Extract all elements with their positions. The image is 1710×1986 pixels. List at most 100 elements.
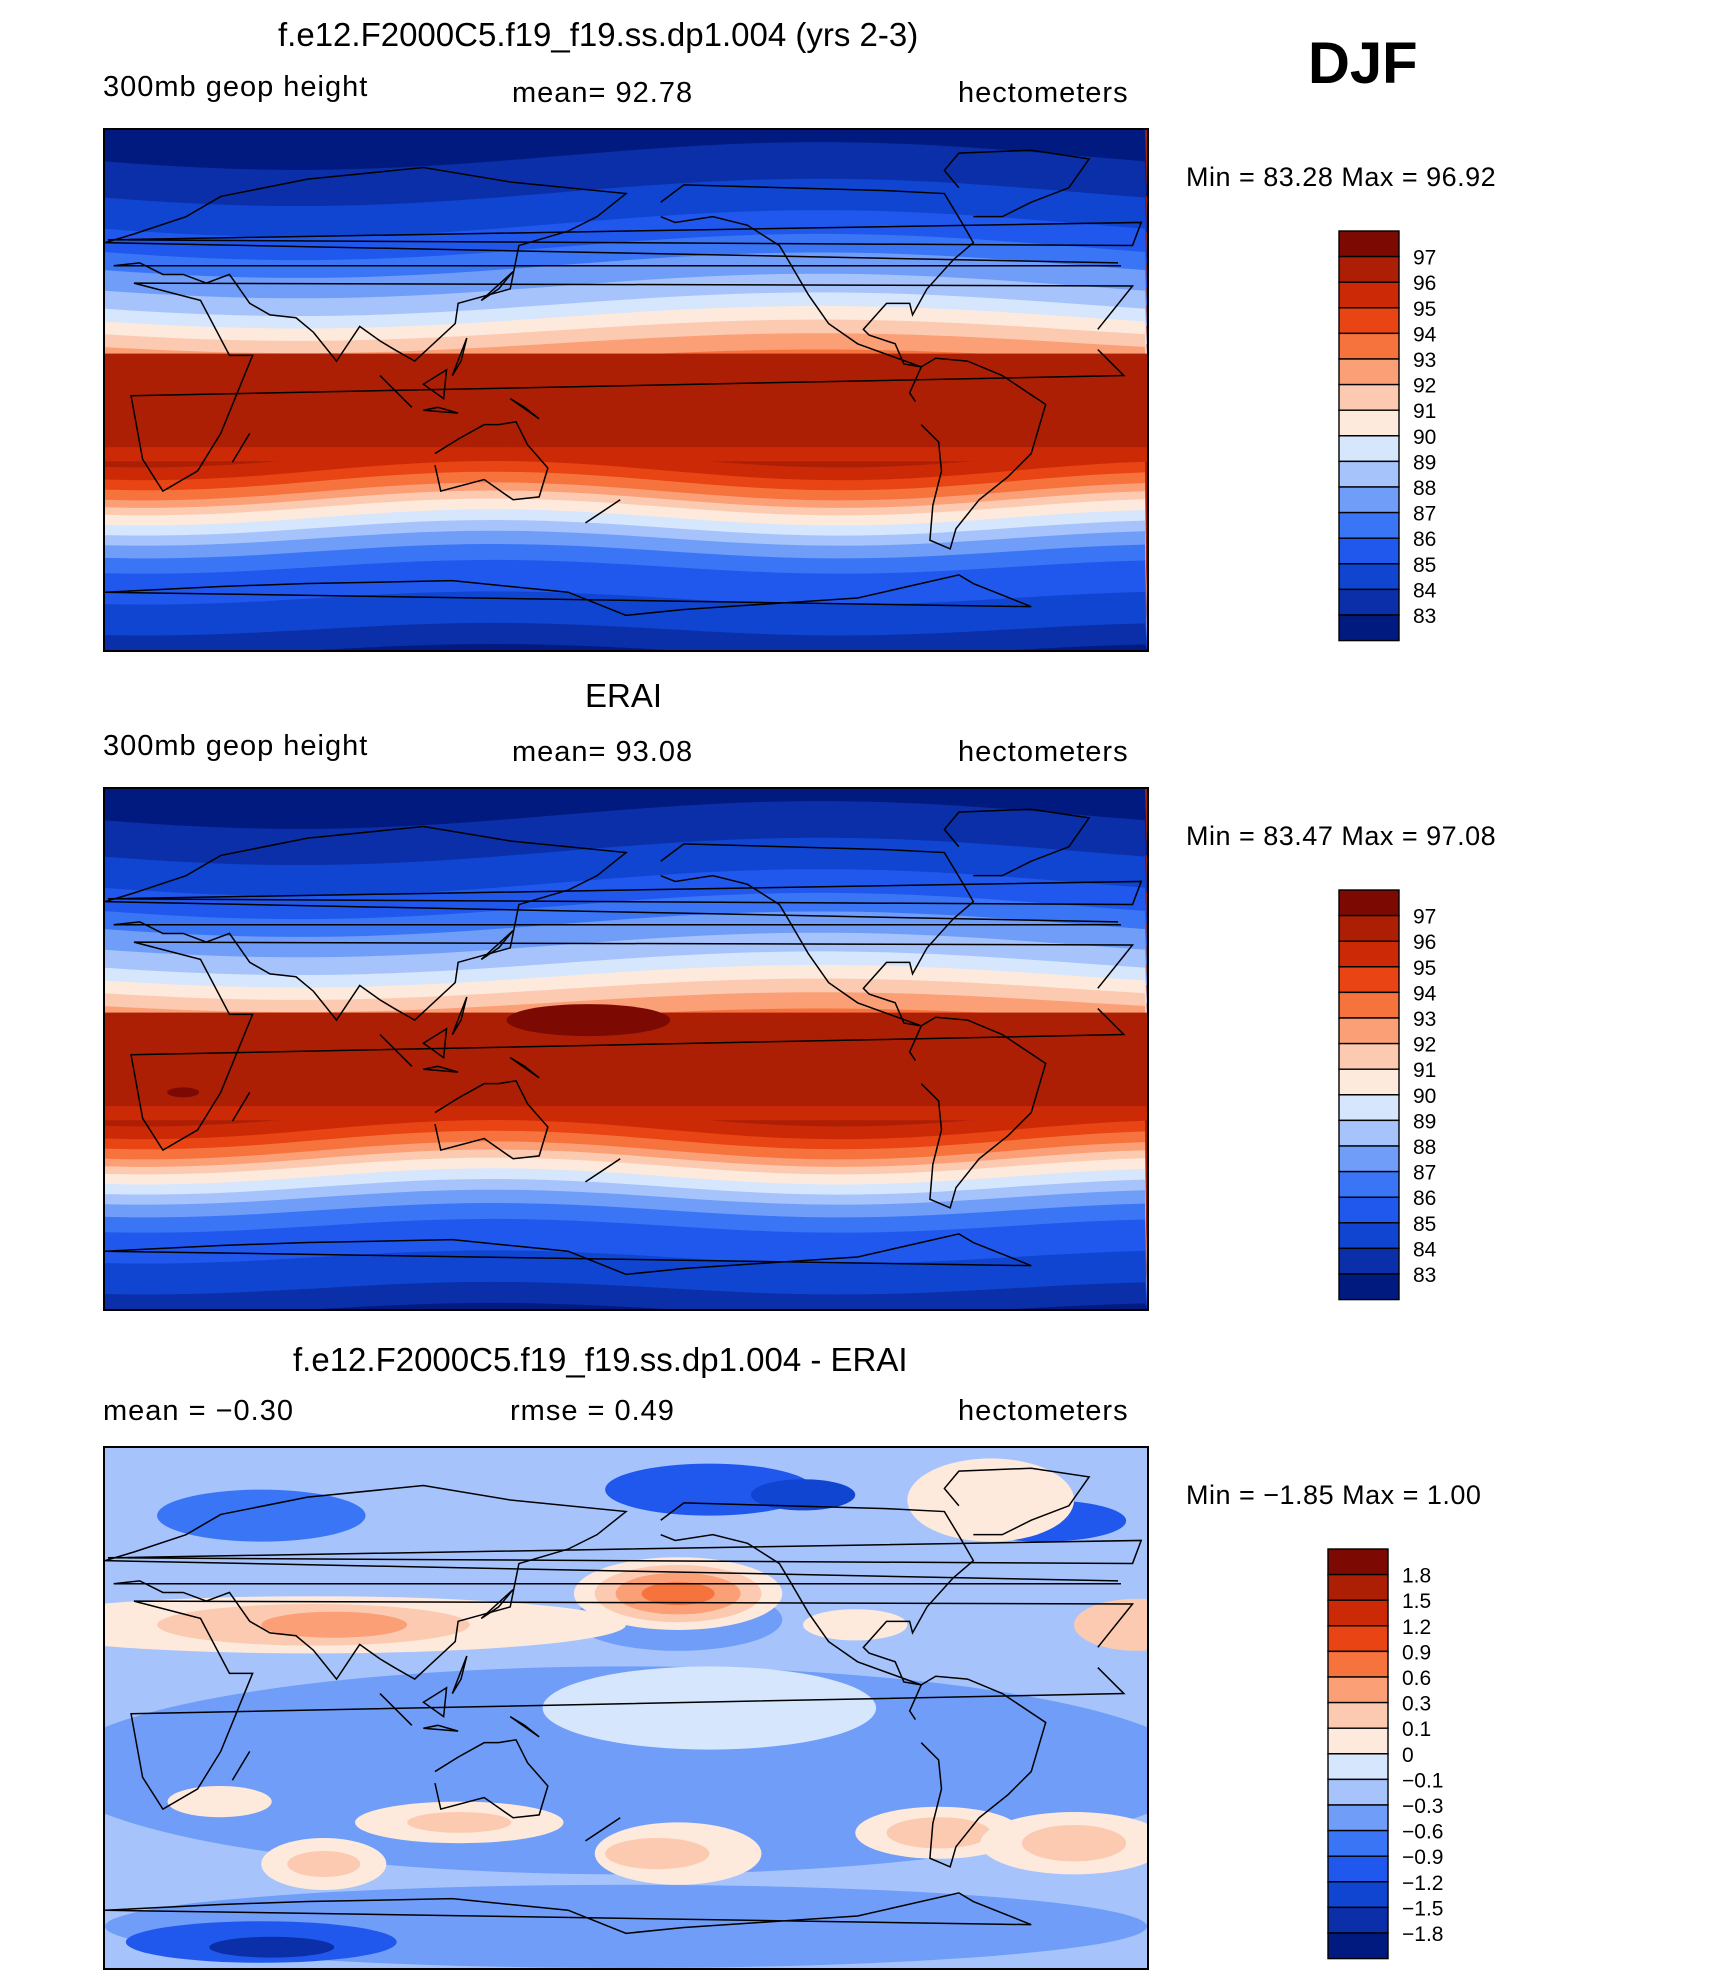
colorbar-box: [1327, 1676, 1389, 1704]
colorbar-box: [1338, 511, 1400, 539]
coastline: [105, 1233, 1032, 1276]
panel-3-minmax: Min = −1.85 Max = 1.00: [1186, 1480, 1482, 1510]
colorbar-box: [1338, 1068, 1400, 1096]
colorbar-box: [1338, 307, 1400, 335]
coastline-island: [480, 930, 514, 961]
coastline: [105, 574, 1032, 617]
colorbar-box: [1327, 1650, 1389, 1678]
colorbar-box: [1338, 1196, 1400, 1224]
panel-3-colorbar: 1.8 1.5 1.2 0.9 0.6 0.3 0.1 0 −0.1 −0.3 −0.6 −0.9 −1…: [1327, 1548, 1477, 1960]
field-contour-band: [105, 1303, 1147, 1309]
colorbar-box: [1327, 1906, 1389, 1934]
colorbar-label: 90: [1413, 426, 1436, 449]
coastline: [130, 941, 1135, 1152]
panel-3-mean-label: mean = −0.30: [103, 1395, 294, 1427]
colorbar-box: [1338, 1094, 1400, 1122]
field-max-blob: [167, 1087, 200, 1098]
colorbar-label: 93: [1413, 349, 1436, 372]
panel-2-variable-label: 300mb geop height: [103, 730, 369, 762]
panel-3-colorbar-svg: 1.81.5 1.20.9 0.6 0.30.1 0−0.1 −0.3 −0.6−0.9 −1…: [1327, 1548, 1443, 1960]
colorbar-box: [1327, 1573, 1389, 1601]
colorbar-box: [1338, 991, 1400, 1019]
colorbar-label: 1.5: [1402, 1590, 1431, 1613]
coastline-island: [231, 1091, 251, 1122]
panel-3-title: f.e12.F2000C5.f19_f19.ss.dp1.004 - ERAI: [293, 1341, 908, 1378]
coastline-island: [423, 406, 459, 414]
colorbar-box: [1327, 1804, 1389, 1832]
colorbar-box: [1338, 889, 1400, 917]
panel-2-units-label: hectometers: [958, 736, 1129, 768]
colorbar-label: 88: [1413, 1136, 1436, 1159]
coastline-island: [107, 221, 1143, 247]
colorbar-box: [1327, 1701, 1389, 1729]
coastline-island: [379, 1034, 413, 1067]
panel-3-field: [105, 1448, 1147, 1968]
coastline-island: [509, 398, 540, 420]
colorbar-box: [1338, 1170, 1400, 1198]
season-label: DJF: [1308, 31, 1418, 96]
colorbar-box: [1338, 563, 1400, 591]
colorbar-label: 88: [1413, 477, 1436, 500]
colorbar-label: 84: [1413, 1238, 1437, 1261]
panel-1-colorbar: 97 96 95 94 93 92 91 90 89 88 87 86 85 84 83: [1338, 230, 1478, 642]
coastline: [105, 1484, 1121, 1681]
colorbar-label: 89: [1413, 1110, 1436, 1133]
panel-2-map: [103, 787, 1149, 1311]
coastline-island: [585, 499, 621, 524]
coastline: [105, 825, 1121, 1022]
field-contour-band: [105, 353, 1147, 448]
colorbar-box: [1338, 358, 1400, 386]
colorbar-box: [1338, 409, 1400, 437]
coastline-island: [231, 432, 251, 463]
colorbar-box: [1338, 1119, 1400, 1147]
coastline: [434, 1079, 549, 1160]
coastline: [908, 1675, 1047, 1868]
colorbar-box: [1327, 1548, 1389, 1576]
coastline-island: [422, 368, 448, 401]
colorbar-label: 85: [1413, 1213, 1436, 1236]
coastline: [130, 1600, 1135, 1811]
colorbar-label: 91: [1413, 1059, 1436, 1082]
colorbar-box: [1338, 1145, 1400, 1173]
coastline-island: [423, 1724, 459, 1732]
field-contour-band: [105, 1281, 1147, 1309]
colorbar-label: −0.6: [1402, 1821, 1443, 1844]
colorbar-label: 0.3: [1402, 1693, 1431, 1716]
colorbar-label: 1.2: [1402, 1616, 1431, 1639]
colorbar-label: −0.9: [1402, 1846, 1443, 1869]
colorbar-box: [1338, 1017, 1400, 1045]
coastline: [660, 843, 975, 1027]
field-contour-region: [907, 1458, 1075, 1542]
panel-1-minmax: Min = 83.28 Max = 96.92: [1186, 162, 1497, 192]
colorbar-box: [1327, 1599, 1389, 1627]
field-contour-band: [105, 622, 1147, 650]
coastline: [130, 282, 1135, 493]
coastlines: [105, 808, 1143, 1276]
colorbar-label: 84: [1413, 579, 1437, 602]
colorbar-label: 89: [1413, 451, 1436, 474]
field-contour-region: [167, 1786, 272, 1818]
coastline: [434, 1738, 549, 1819]
coastline-island: [480, 271, 514, 302]
coastline-island: [422, 1686, 448, 1719]
colorbar-box: [1338, 281, 1400, 309]
colorbar-label: 0.6: [1402, 1667, 1431, 1690]
panel-2-minmax: Min = 83.47 Max = 97.08: [1186, 821, 1497, 851]
coastline-island: [509, 1716, 540, 1738]
field-contour-region: [751, 1479, 856, 1511]
coastline-island: [451, 1655, 468, 1694]
panel-3-units-label: hectometers: [958, 1395, 1129, 1427]
colorbar-box: [1338, 332, 1400, 360]
coastline-island: [379, 375, 413, 408]
colorbar-box: [1338, 537, 1400, 565]
colorbar-label: 86: [1413, 1187, 1436, 1210]
coastline: [660, 184, 975, 368]
colorbar-label: 87: [1413, 503, 1436, 526]
coastline-island: [509, 1057, 540, 1079]
coastline: [908, 357, 1047, 550]
colorbar-box: [1327, 1753, 1389, 1781]
coastline-island: [107, 880, 1143, 906]
coastline-island: [451, 337, 468, 376]
colorbar-box: [1338, 614, 1400, 642]
